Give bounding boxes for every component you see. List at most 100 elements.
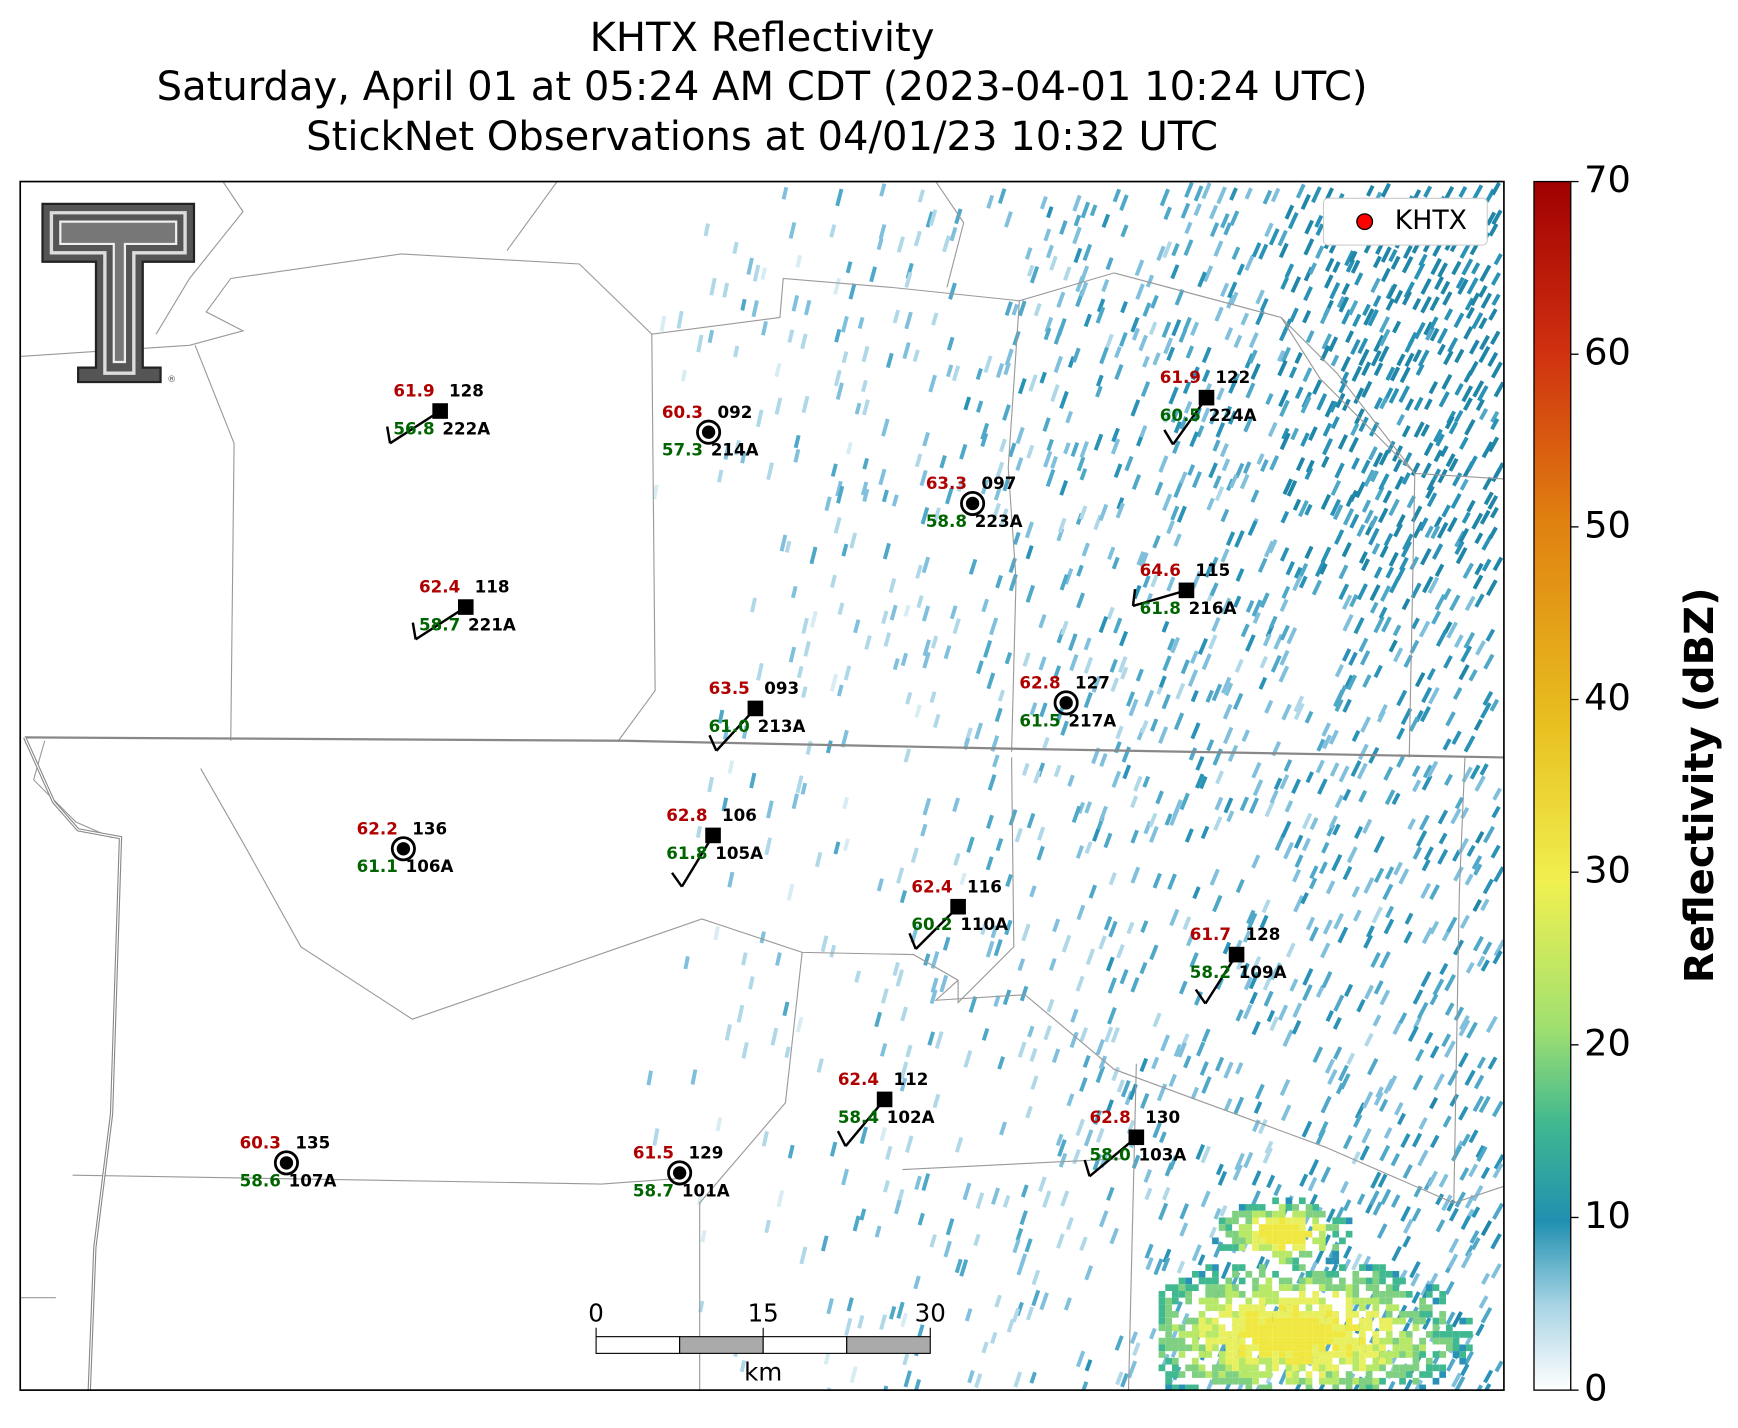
radar-echo — [1425, 1290, 1433, 1298]
radar-echo — [1168, 1073, 1177, 1088]
radar-echo — [1435, 1193, 1445, 1206]
radar-echo — [695, 825, 702, 838]
radar-echo — [1319, 1237, 1326, 1245]
radar-echo — [1272, 1270, 1279, 1278]
colorbar-scale — [1533, 180, 1572, 1391]
radar-echo — [1480, 702, 1492, 719]
radar-echo — [1098, 616, 1109, 634]
radar-echo — [1298, 1264, 1306, 1271]
radar-echo — [1165, 1337, 1172, 1345]
radar-echo — [1332, 1344, 1340, 1352]
radar-echo — [1279, 598, 1289, 612]
radar-echo — [1482, 690, 1494, 706]
radar-echo — [885, 352, 894, 369]
radar-echo — [1002, 404, 1011, 421]
radar-echo — [1170, 264, 1180, 280]
radar-echo — [1234, 530, 1245, 548]
radar-echo — [1238, 1304, 1246, 1312]
radar-echo — [1345, 1357, 1353, 1365]
radar-echo — [1245, 1304, 1253, 1312]
radar-echo — [1258, 1290, 1266, 1298]
radar-echo — [1176, 505, 1187, 523]
radar-echo — [1412, 1379, 1424, 1391]
radar-echo — [975, 400, 984, 413]
radar-echo — [1437, 848, 1449, 865]
radar-echo — [1232, 692, 1244, 710]
radar-echo — [1253, 1101, 1263, 1114]
radar-echo — [1218, 1304, 1226, 1312]
radar-echo — [779, 534, 788, 552]
radar-echo — [1224, 327, 1234, 341]
temperature: 61.9 — [1160, 367, 1201, 387]
radar-echo — [1396, 413, 1405, 426]
station-marker — [701, 425, 716, 439]
radar-echo — [1258, 1264, 1266, 1271]
radar-echo — [1478, 1095, 1491, 1114]
radar-echo — [1459, 478, 1469, 491]
radar-echo — [1417, 1149, 1429, 1167]
radar-echo — [1460, 1215, 1472, 1231]
radar-echo — [1068, 633, 1078, 651]
radar-echo — [1388, 387, 1400, 404]
station-id: 216A — [1189, 598, 1237, 618]
radar-echo — [949, 605, 958, 620]
radar-echo — [1099, 346, 1109, 365]
radar-echo — [1413, 262, 1426, 280]
radar-echo — [1311, 186, 1322, 204]
radar-echo — [995, 574, 1003, 589]
radar-echo — [1200, 825, 1210, 840]
radar-echo — [933, 507, 941, 523]
radar-echo — [1298, 499, 1309, 518]
radar-echo — [1312, 1317, 1320, 1325]
radar-echo — [1392, 1337, 1400, 1345]
radar-echo — [1285, 1217, 1293, 1225]
colorbar-tick-label: 30 — [1584, 849, 1631, 892]
radar-echo — [1319, 1224, 1326, 1231]
radar-echo — [1238, 1364, 1246, 1372]
radar-echo — [1072, 347, 1081, 363]
radar-echo — [1399, 1277, 1406, 1285]
radar-echo — [1398, 868, 1410, 885]
radar-echo — [1225, 1311, 1233, 1318]
radar-echo — [835, 480, 843, 497]
radar-echo — [922, 639, 931, 657]
radar-echo — [1385, 1311, 1393, 1318]
radar-echo — [1370, 1171, 1382, 1189]
station-marker — [696, 419, 722, 445]
radar-echo — [795, 1016, 804, 1033]
radar-echo — [1166, 520, 1175, 535]
radar-echo — [751, 300, 759, 318]
radar-echo — [1305, 1344, 1313, 1352]
radar-echo — [1321, 841, 1330, 854]
radar-echo — [1193, 203, 1202, 217]
radar-echo — [764, 837, 773, 856]
radar-echo — [835, 382, 844, 401]
radar-echo — [1292, 1364, 1299, 1372]
radar-echo — [1292, 1284, 1299, 1291]
radar-echo — [1392, 1020, 1403, 1035]
radar-echo — [1365, 1324, 1373, 1332]
radar-echo — [1218, 1351, 1226, 1358]
radar-echo — [1006, 1318, 1015, 1333]
radar-echo — [1027, 1025, 1035, 1038]
radar-echo — [1432, 1284, 1440, 1291]
radar-echo — [1198, 1371, 1206, 1378]
radar-echo — [1438, 832, 1448, 845]
radar-echo — [1373, 566, 1383, 579]
radar-echo — [1480, 1220, 1493, 1237]
radar-echo — [1298, 1331, 1306, 1338]
radar-echo — [1412, 1377, 1420, 1385]
temperature: 62.4 — [419, 577, 460, 597]
radar-echo — [1251, 761, 1262, 779]
radar-echo — [1004, 211, 1013, 228]
radar-echo — [1405, 1351, 1413, 1358]
radar-echo — [1298, 575, 1308, 589]
station-value: 128 — [449, 381, 484, 401]
radar-echo — [1298, 1250, 1306, 1258]
radar-echo — [1192, 1371, 1199, 1378]
radar-echo — [1057, 1139, 1067, 1157]
radar-echo — [1334, 698, 1344, 712]
radar-echo — [1195, 1144, 1206, 1160]
radar-echo — [1292, 1002, 1303, 1018]
radar-echo — [1332, 504, 1344, 521]
